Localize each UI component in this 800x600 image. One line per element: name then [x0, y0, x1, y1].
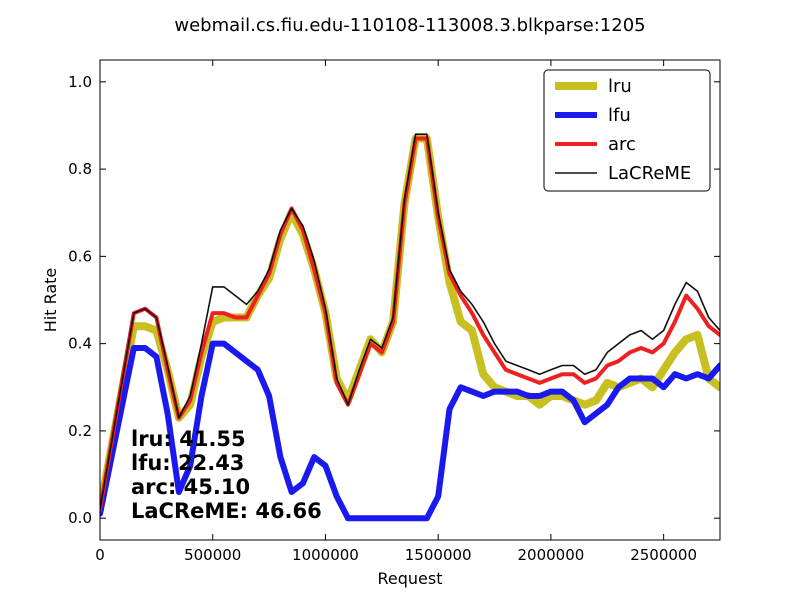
- y-tick-label: 0.0: [68, 509, 92, 527]
- series-line-lfu: [100, 340, 720, 522]
- x-tick-label: 1500000: [405, 546, 472, 564]
- y-axis-ticks: 0.0 0.2 0.4 0.6 0.8 1.0: [68, 73, 720, 527]
- legend-box: [543, 69, 711, 192]
- y-tick-label: 1.0: [68, 73, 92, 91]
- plot-frame: [99, 59, 721, 541]
- legend-label: lru: [608, 76, 632, 97]
- x-tick-label: 1000000: [292, 546, 359, 564]
- y-tick-label: 0.8: [68, 160, 92, 178]
- legend: lru lfu arc LaCReME: [543, 69, 711, 192]
- score-annotation: arc: 45.10: [131, 475, 250, 499]
- chart-title: webmail.cs.fiu.edu-110108-113008.3.blkpa…: [174, 15, 645, 36]
- score-annotation: lru: 41.55: [131, 427, 246, 451]
- y-tick-label: 0.6: [68, 247, 92, 265]
- series-line-lacreme: [100, 133, 720, 511]
- y-tick-label: 0.2: [68, 422, 92, 440]
- score-annotation: LaCReME: 46.66: [131, 499, 322, 523]
- y-axis-label: Hit Rate: [41, 268, 60, 333]
- x-tick-label: 2000000: [518, 546, 585, 564]
- x-tick-label: 2500000: [630, 546, 697, 564]
- legend-label: LaCReME: [608, 163, 691, 184]
- x-axis-ticks: 0 500000 1000000 1500000 2000000 2500000: [95, 60, 697, 564]
- y-tick-label: 0.4: [68, 335, 92, 353]
- legend-label: arc: [608, 134, 636, 155]
- x-axis-label: Request: [378, 569, 443, 588]
- x-tick-label: 0: [95, 546, 105, 564]
- legend-label: lfu: [608, 105, 631, 126]
- score-annotation: lfu: 22.43: [131, 451, 244, 475]
- series-line-arc: [100, 136, 720, 512]
- x-tick-label: 500000: [184, 546, 241, 564]
- plot-lines: [100, 133, 720, 522]
